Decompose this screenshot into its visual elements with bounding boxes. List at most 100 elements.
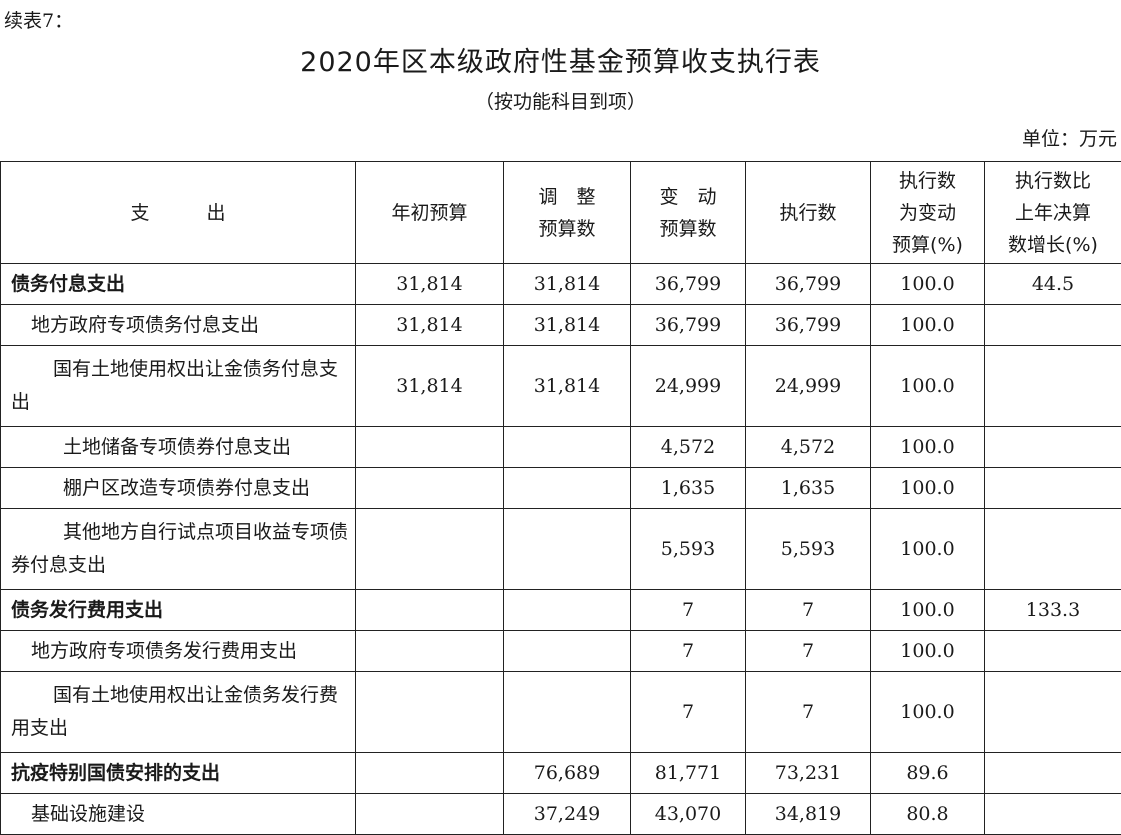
cell-initial <box>356 672 504 753</box>
cell-initial: 31,814 <box>356 264 504 305</box>
cell-ratio: 100.0 <box>871 672 985 753</box>
table-title: 2020年区本级政府性基金预算收支执行表 <box>0 40 1121 79</box>
cell-executed: 7 <box>746 631 871 672</box>
row-name: 国有土地使用权出让金债务发行费用支出 <box>1 672 356 753</box>
cell-ratio: 100.0 <box>871 264 985 305</box>
cell-ratio: 100.0 <box>871 590 985 631</box>
cell-adjusted: 37,249 <box>504 794 631 835</box>
cell-executed: 36,799 <box>746 305 871 346</box>
table-row: 地方政府专项债务发行费用支出 7 7 100.0 <box>1 631 1121 672</box>
cell-executed: 24,999 <box>746 346 871 427</box>
cell-initial <box>356 509 504 590</box>
cell-changed: 5,593 <box>631 509 746 590</box>
cell-adjusted <box>504 427 631 468</box>
table-row: 基础设施建设 37,249 43,070 34,819 80.8 <box>1 794 1121 835</box>
unit-label: 单位：万元 <box>1022 124 1117 151</box>
header-row: 支 出 年初预算 调 整预算数 变 动预算数 执行数 执行数为变动预算(%) 执… <box>1 162 1121 264</box>
cell-adjusted <box>504 468 631 509</box>
header-changed-budget: 变 动预算数 <box>631 162 746 264</box>
cell-growth <box>985 509 1121 590</box>
cell-executed: 36,799 <box>746 264 871 305</box>
cell-changed: 36,799 <box>631 264 746 305</box>
cell-ratio: 100.0 <box>871 305 985 346</box>
table-row: 国有土地使用权出让金债务发行费用支出 7 7 100.0 <box>1 672 1121 753</box>
row-name: 其他地方自行试点项目收益专项债券付息支出 <box>1 509 356 590</box>
cell-ratio: 100.0 <box>871 427 985 468</box>
cell-adjusted <box>504 509 631 590</box>
table-row: 棚户区改造专项债券付息支出 1,635 1,635 100.0 <box>1 468 1121 509</box>
header-item: 支 出 <box>1 162 356 264</box>
cell-executed: 7 <box>746 672 871 753</box>
cell-growth: 133.3 <box>985 590 1121 631</box>
row-name: 地方政府专项债务发行费用支出 <box>1 631 356 672</box>
row-name: 土地储备专项债券付息支出 <box>1 427 356 468</box>
cell-initial <box>356 631 504 672</box>
table-row: 土地储备专项债券付息支出 4,572 4,572 100.0 <box>1 427 1121 468</box>
cell-growth <box>985 427 1121 468</box>
row-name: 抗疫特别国债安排的支出 <box>1 753 356 794</box>
cell-initial <box>356 468 504 509</box>
table-row: 其他地方自行试点项目收益专项债券付息支出 5,593 5,593 100.0 <box>1 509 1121 590</box>
table-row: 债务发行费用支出 7 7 100.0 133.3 <box>1 590 1121 631</box>
cell-adjusted: 31,814 <box>504 346 631 427</box>
cell-changed: 1,635 <box>631 468 746 509</box>
table-row: 地方政府专项债务付息支出 31,814 31,814 36,799 36,799… <box>1 305 1121 346</box>
header-initial-budget: 年初预算 <box>356 162 504 264</box>
cell-initial <box>356 427 504 468</box>
cell-ratio: 100.0 <box>871 509 985 590</box>
header-exec-ratio: 执行数为变动预算(%) <box>871 162 985 264</box>
cell-initial <box>356 590 504 631</box>
cell-executed: 4,572 <box>746 427 871 468</box>
cell-adjusted: 31,814 <box>504 264 631 305</box>
cell-ratio: 100.0 <box>871 468 985 509</box>
cell-ratio: 89.6 <box>871 753 985 794</box>
header-adjusted-budget: 调 整预算数 <box>504 162 631 264</box>
row-name: 棚户区改造专项债券付息支出 <box>1 468 356 509</box>
table-row: 国有土地使用权出让金债务付息支出 31,814 31,814 24,999 24… <box>1 346 1121 427</box>
cell-changed: 7 <box>631 590 746 631</box>
cell-adjusted <box>504 672 631 753</box>
header-yoy-growth: 执行数比上年决算数增长(%) <box>985 162 1121 264</box>
row-name: 基础设施建设 <box>1 794 356 835</box>
cell-initial <box>356 794 504 835</box>
cell-changed: 7 <box>631 631 746 672</box>
row-name: 债务付息支出 <box>1 264 356 305</box>
table-subtitle: （按功能科目到项） <box>0 87 1121 114</box>
cell-executed: 73,231 <box>746 753 871 794</box>
row-name: 国有土地使用权出让金债务付息支出 <box>1 346 356 427</box>
cell-changed: 4,572 <box>631 427 746 468</box>
cell-adjusted: 76,689 <box>504 753 631 794</box>
row-name: 债务发行费用支出 <box>1 590 356 631</box>
continued-label: 续表7： <box>4 6 73 33</box>
cell-executed: 34,819 <box>746 794 871 835</box>
cell-growth: 44.5 <box>985 264 1121 305</box>
cell-changed: 81,771 <box>631 753 746 794</box>
cell-adjusted <box>504 631 631 672</box>
cell-changed: 24,999 <box>631 346 746 427</box>
table-row: 债务付息支出 31,814 31,814 36,799 36,799 100.0… <box>1 264 1121 305</box>
cell-changed: 43,070 <box>631 794 746 835</box>
cell-ratio: 100.0 <box>871 631 985 672</box>
cell-executed: 7 <box>746 590 871 631</box>
cell-initial <box>356 753 504 794</box>
cell-changed: 7 <box>631 672 746 753</box>
cell-executed: 5,593 <box>746 509 871 590</box>
cell-growth <box>985 468 1121 509</box>
cell-growth <box>985 672 1121 753</box>
cell-growth <box>985 631 1121 672</box>
cell-executed: 1,635 <box>746 468 871 509</box>
cell-initial: 31,814 <box>356 305 504 346</box>
cell-ratio: 80.8 <box>871 794 985 835</box>
budget-table: 支 出 年初预算 调 整预算数 变 动预算数 执行数 执行数为变动预算(%) 执… <box>0 161 1121 835</box>
cell-ratio: 100.0 <box>871 346 985 427</box>
cell-growth <box>985 346 1121 427</box>
header-executed: 执行数 <box>746 162 871 264</box>
cell-initial: 31,814 <box>356 346 504 427</box>
cell-adjusted: 31,814 <box>504 305 631 346</box>
cell-growth <box>985 753 1121 794</box>
row-name: 地方政府专项债务付息支出 <box>1 305 356 346</box>
cell-adjusted <box>504 590 631 631</box>
cell-changed: 36,799 <box>631 305 746 346</box>
cell-growth <box>985 794 1121 835</box>
table-row: 抗疫特别国债安排的支出 76,689 81,771 73,231 89.6 <box>1 753 1121 794</box>
